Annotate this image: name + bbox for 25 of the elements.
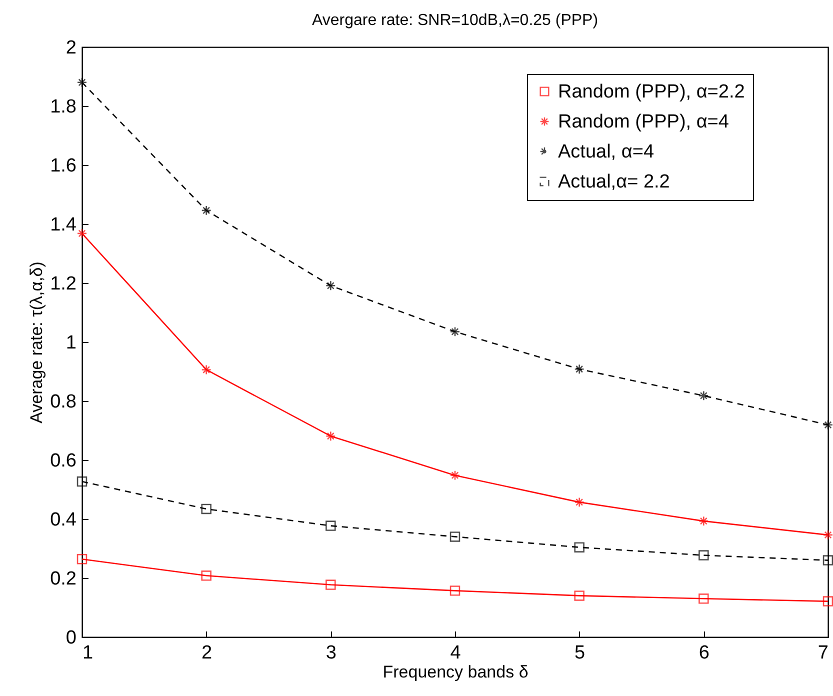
y-tick-label: 1.6 bbox=[50, 156, 76, 176]
x-tick-label: 2 bbox=[202, 642, 212, 664]
x-tick-label: 4 bbox=[450, 642, 462, 664]
y-tick-label: 1.8 bbox=[50, 96, 76, 118]
x-tick-label: 7 bbox=[818, 642, 828, 664]
y-tick-label: 0.6 bbox=[50, 450, 76, 472]
x-tick-label: 6 bbox=[698, 642, 710, 664]
y-tick-label: 0.4 bbox=[50, 510, 77, 530]
legend-label: Random (PPP), α=4 bbox=[558, 112, 730, 132]
y-tick-label: 0.8 bbox=[50, 392, 76, 412]
legend-label: Actual, α=4 bbox=[558, 142, 654, 162]
y-axis-title: Average rate: τ(λ,α,δ) bbox=[27, 262, 46, 424]
chart-title: Avergare rate: SNR=10dB,λ=0.25 (PPP) bbox=[312, 12, 598, 29]
y-tick-label: 0.2 bbox=[50, 568, 76, 590]
y-tick-label: 1 bbox=[66, 332, 76, 354]
y-tick-label: 2 bbox=[66, 38, 76, 58]
x-tick-label: 1 bbox=[82, 642, 94, 664]
y-tick-label: 0 bbox=[66, 628, 76, 648]
x-tick-label: 3 bbox=[326, 642, 336, 664]
y-tick-label: 1.4 bbox=[50, 214, 77, 236]
legend-label: Actual,α= 2.2 bbox=[558, 172, 670, 192]
x-axis-title: Frequency bands δ bbox=[382, 662, 528, 682]
legend-label: Random (PPP), α=2.2 bbox=[558, 82, 745, 102]
x-tick-label: 5 bbox=[574, 642, 586, 664]
y-tick-label: 1.2 bbox=[50, 274, 76, 294]
